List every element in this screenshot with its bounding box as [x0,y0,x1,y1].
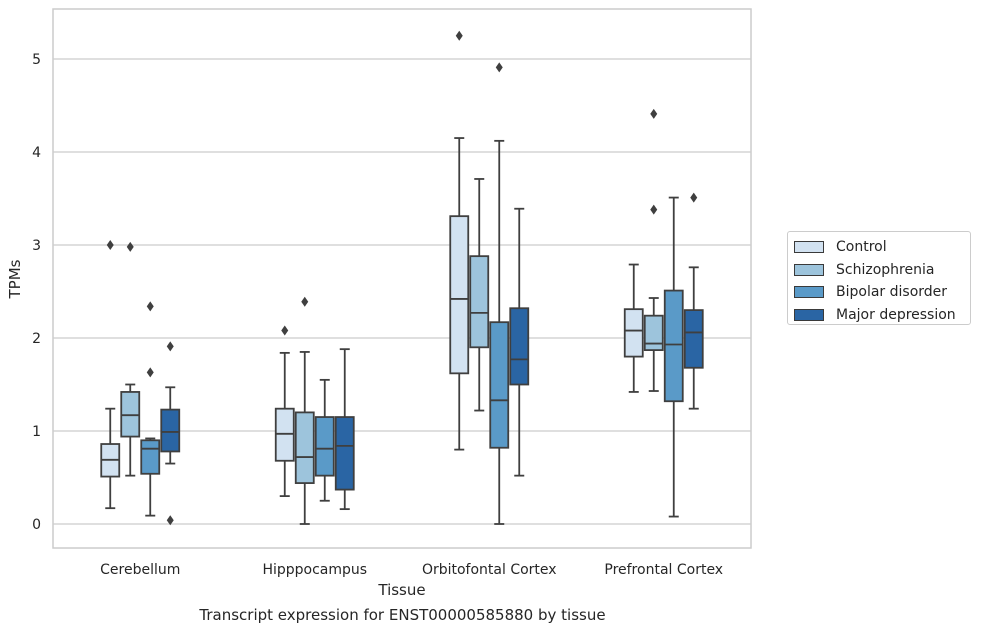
outlier-point [166,515,174,526]
x-tick-label: Hipppocampus [262,562,367,578]
box [623,263,644,393]
outlier-point [281,325,289,336]
y-tick-label: 4 [32,145,41,161]
box [643,108,664,392]
box [663,196,684,518]
box-iqr [334,416,355,491]
x-tick-label: Prefrontal Cortex [604,562,723,578]
y-tick-labels: 0 1 2 3 4 5 [32,52,41,533]
x-tick-label: Cerebellum [100,562,180,578]
legend-item: Control [794,236,970,259]
plot-frame [52,8,752,549]
outlier-point [106,240,114,250]
box [140,301,161,517]
box-iqr [294,411,315,484]
x-tick-label: Orbitofontal Cortex [422,562,557,578]
box-iqr [314,416,335,477]
box [294,296,315,525]
y-tick-label: 5 [32,52,41,68]
box [120,241,141,477]
box-iqr [160,408,181,453]
legend-swatch [794,263,824,276]
legend-label: Control [836,239,887,256]
y-tick-label: 3 [32,238,41,254]
legend-item: Major depression [794,304,970,327]
box [683,192,704,410]
box-iqr [489,321,510,449]
boxes [100,30,704,526]
box [274,325,295,498]
legend-item: Schizophrenia [794,259,970,282]
box [100,240,121,510]
outlier-point [166,341,174,352]
y-tick-label: 1 [32,424,41,440]
outlier-point [126,241,134,252]
box-iqr [663,289,684,403]
legend-item: Bipolar disorder [794,281,970,304]
box-iqr [120,391,141,438]
box-iqr [449,215,470,375]
box-iqr [469,255,490,349]
outlier-point [650,204,658,215]
box [314,378,335,502]
box-iqr [509,307,530,386]
box [160,341,181,526]
box [509,207,530,477]
outlier-point [455,30,463,41]
box [469,178,490,412]
box-iqr [274,407,295,462]
chart-caption: Transcript expression for ENST0000058588… [199,606,606,624]
box-iqr [643,314,664,351]
outlier-point [301,296,309,307]
box-iqr [140,439,161,475]
legend-label: Major depression [836,306,956,323]
legend-label: Bipolar disorder [836,284,948,301]
legend-swatch [794,286,824,299]
y-tick-label: 2 [32,331,41,347]
legend: Control Schizophrenia Bipolar disorder Majo… [787,231,971,325]
outlier-point [146,301,154,312]
box-iqr [623,308,644,358]
box [334,348,355,511]
outlier-point [650,108,658,119]
legend-label: Schizophrenia [836,261,935,278]
box [489,62,510,525]
box [449,30,470,451]
outlier-point [146,367,154,378]
legend-swatch [794,308,824,321]
legend-swatch [794,241,824,254]
x-axis-title: Tissue [377,581,425,599]
box-iqr [683,309,704,369]
outlier-point [495,62,503,73]
y-axis-title: TPMs [6,259,24,299]
y-tick-label: 0 [32,517,41,533]
outlier-point [690,192,698,203]
x-tick-labels: Cerebellum Hipppocampus Orbitofontal Corte… [100,562,723,578]
